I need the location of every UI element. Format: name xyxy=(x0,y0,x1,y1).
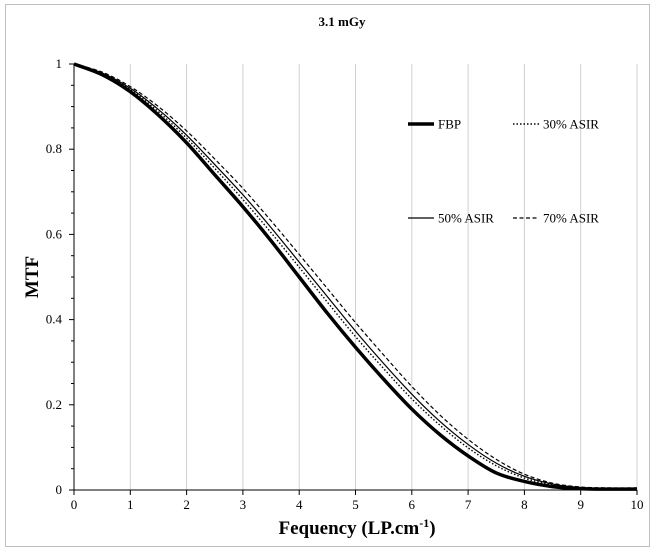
legend-label-70-asir: 70% ASIR xyxy=(543,211,599,226)
x-axis-label-main: Fequency (LP.cm xyxy=(278,518,419,539)
y-tick-labels: 0 0.2 0.4 0.6 0.8 1 xyxy=(46,56,63,497)
series-lines xyxy=(73,62,638,491)
series-line-fbp xyxy=(73,62,638,491)
y-tick-label-2: 0.4 xyxy=(46,312,63,327)
chart-title: 3.1 mGy xyxy=(319,14,366,29)
x-axis-label: Fequency (LP.cm-1) xyxy=(278,516,435,539)
x-tick-label-10: 10 xyxy=(631,497,644,512)
x-tick-labels: 0 1 2 3 4 5 6 7 8 9 10 xyxy=(71,497,644,512)
y-tick-label-0: 0 xyxy=(56,482,63,497)
series-line-70-asir xyxy=(73,63,638,489)
x-tick-label-7: 7 xyxy=(465,497,472,512)
series-line-50-asir xyxy=(73,63,638,489)
legend-label-30-asir: 30% ASIR xyxy=(543,117,599,132)
x-tick-label-9: 9 xyxy=(577,497,584,512)
x-tick-label-6: 6 xyxy=(409,497,416,512)
legend: FBP 30% ASIR 50% ASIR 70% ASIR xyxy=(408,117,599,226)
legend-label-50-asir: 50% ASIR xyxy=(438,211,494,226)
x-tick-label-4: 4 xyxy=(296,497,303,512)
y-tick-label-1: 0.2 xyxy=(46,397,62,412)
x-tick-label-0: 0 xyxy=(71,497,78,512)
x-tick-label-8: 8 xyxy=(521,497,528,512)
y-tick-label-4: 0.8 xyxy=(46,141,62,156)
axes xyxy=(69,63,638,495)
chart-frame xyxy=(5,4,650,547)
x-tick-label-1: 1 xyxy=(127,497,134,512)
x-tick-label-5: 5 xyxy=(352,497,359,512)
legend-label-fbp: FBP xyxy=(438,117,461,132)
x-axis-label-sup: -1 xyxy=(419,516,429,530)
x-tick-label-3: 3 xyxy=(240,497,247,512)
y-axis-label: MTF xyxy=(22,256,43,298)
y-tick-label-5: 1 xyxy=(56,56,63,71)
x-axis-label-suffix: ) xyxy=(429,518,435,539)
y-tick-label-3: 0.6 xyxy=(46,226,63,241)
series-line-30-asir xyxy=(73,63,638,490)
x-tick-label-2: 2 xyxy=(183,497,190,512)
grid-lines xyxy=(129,64,638,490)
